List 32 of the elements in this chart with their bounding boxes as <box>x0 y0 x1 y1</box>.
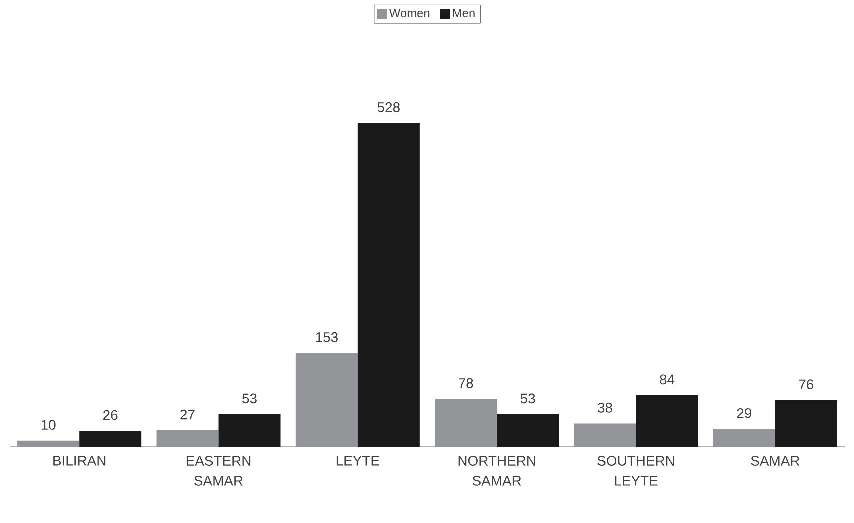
bar <box>636 395 698 447</box>
data-label: 26 <box>104 410 118 420</box>
x-tick-label: LEYTE <box>336 456 380 466</box>
data-label: 53 <box>520 394 536 404</box>
data-label: 84 <box>660 374 675 385</box>
data-label: 27 <box>180 410 195 420</box>
bar <box>156 430 219 447</box>
bar <box>18 440 80 447</box>
data-label: 76 <box>799 380 814 390</box>
x-tick-label: EASTERN SAMAR <box>186 456 251 486</box>
data-label: 53 <box>242 394 257 404</box>
bar <box>435 399 498 447</box>
bar <box>497 414 560 447</box>
bar <box>713 429 776 447</box>
bar <box>80 431 142 447</box>
data-label: 29 <box>737 408 752 418</box>
legend-label: Women <box>389 9 430 18</box>
bar <box>574 424 636 447</box>
x-tick-label: SOUTHERN LEYTE <box>598 456 674 486</box>
data-label: 78 <box>459 378 474 388</box>
x-tick-label: BILIRAN <box>54 456 106 466</box>
data-label: 10 <box>42 420 56 430</box>
legend-label: Men <box>453 9 475 18</box>
data-label: 153 <box>316 332 338 342</box>
x-tick-label: SAMAR <box>751 456 800 466</box>
bar <box>218 414 281 447</box>
x-tick-label: NORTHERN SAMAR <box>458 456 536 486</box>
data-label: 528 <box>378 102 400 112</box>
bar <box>296 353 358 447</box>
data-label: 38 <box>598 402 612 413</box>
bar <box>358 123 420 447</box>
bar <box>775 400 838 447</box>
